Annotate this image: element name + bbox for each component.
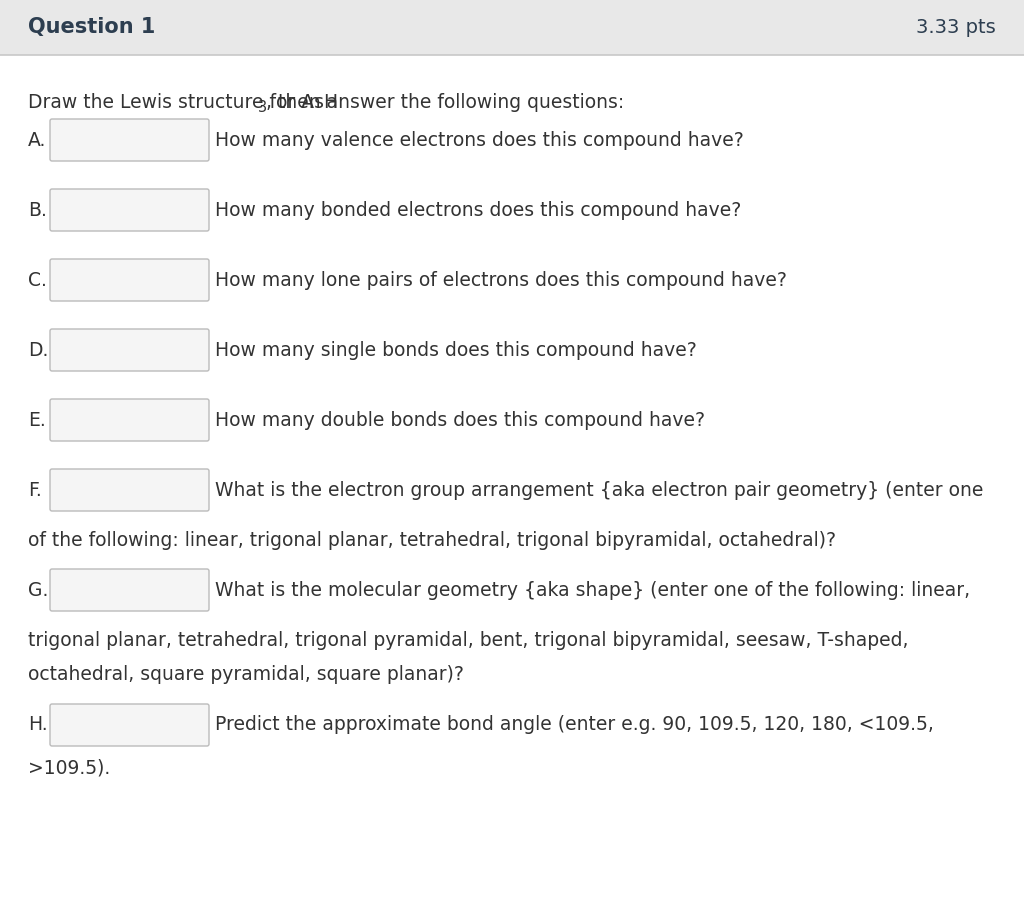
Text: D.: D. [28,340,48,360]
FancyBboxPatch shape [50,399,209,441]
FancyBboxPatch shape [50,259,209,301]
Text: 3: 3 [258,100,267,115]
Text: Predict the approximate bond angle (enter e.g. 90, 109.5, 120, 180, <109.5,: Predict the approximate bond angle (ente… [215,715,934,734]
Text: How many lone pairs of electrons does this compound have?: How many lone pairs of electrons does th… [215,271,786,290]
Text: E.: E. [28,410,46,429]
Text: of the following: linear, trigonal planar, tetrahedral, trigonal bipyramidal, oc: of the following: linear, trigonal plana… [28,530,836,549]
Text: trigonal planar, tetrahedral, trigonal pyramidal, bent, trigonal bipyramidal, se: trigonal planar, tetrahedral, trigonal p… [28,630,908,649]
Text: octahedral, square pyramidal, square planar)?: octahedral, square pyramidal, square pla… [28,666,464,685]
Text: H.: H. [28,715,48,734]
Text: C.: C. [28,271,47,290]
FancyBboxPatch shape [50,119,209,161]
Text: G.: G. [28,581,48,600]
Text: B.: B. [28,200,47,219]
FancyBboxPatch shape [50,469,209,511]
FancyBboxPatch shape [50,569,209,611]
FancyBboxPatch shape [50,704,209,746]
FancyBboxPatch shape [50,329,209,371]
Text: 3.33 pts: 3.33 pts [916,18,996,37]
Text: >109.5).: >109.5). [28,759,111,778]
Text: Question 1: Question 1 [28,17,156,38]
Text: What is the molecular geometry {aka shape} (enter one of the following: linear,: What is the molecular geometry {aka shap… [215,581,970,600]
Bar [0,0,1024,55]
Text: How many double bonds does this compound have?: How many double bonds does this compound… [215,410,705,429]
FancyBboxPatch shape [50,189,209,231]
Text: Draw the Lewis structure for AsH: Draw the Lewis structure for AsH [28,93,338,112]
Text: What is the electron group arrangement {aka electron pair geometry} (enter one: What is the electron group arrangement {… [215,481,983,500]
Text: , then answer the following questions:: , then answer the following questions: [266,93,625,112]
Text: How many bonded electrons does this compound have?: How many bonded electrons does this comp… [215,200,741,219]
Text: A.: A. [28,131,46,150]
Text: How many single bonds does this compound have?: How many single bonds does this compound… [215,340,696,360]
Text: How many valence electrons does this compound have?: How many valence electrons does this com… [215,131,743,150]
Text: F.: F. [28,481,42,500]
